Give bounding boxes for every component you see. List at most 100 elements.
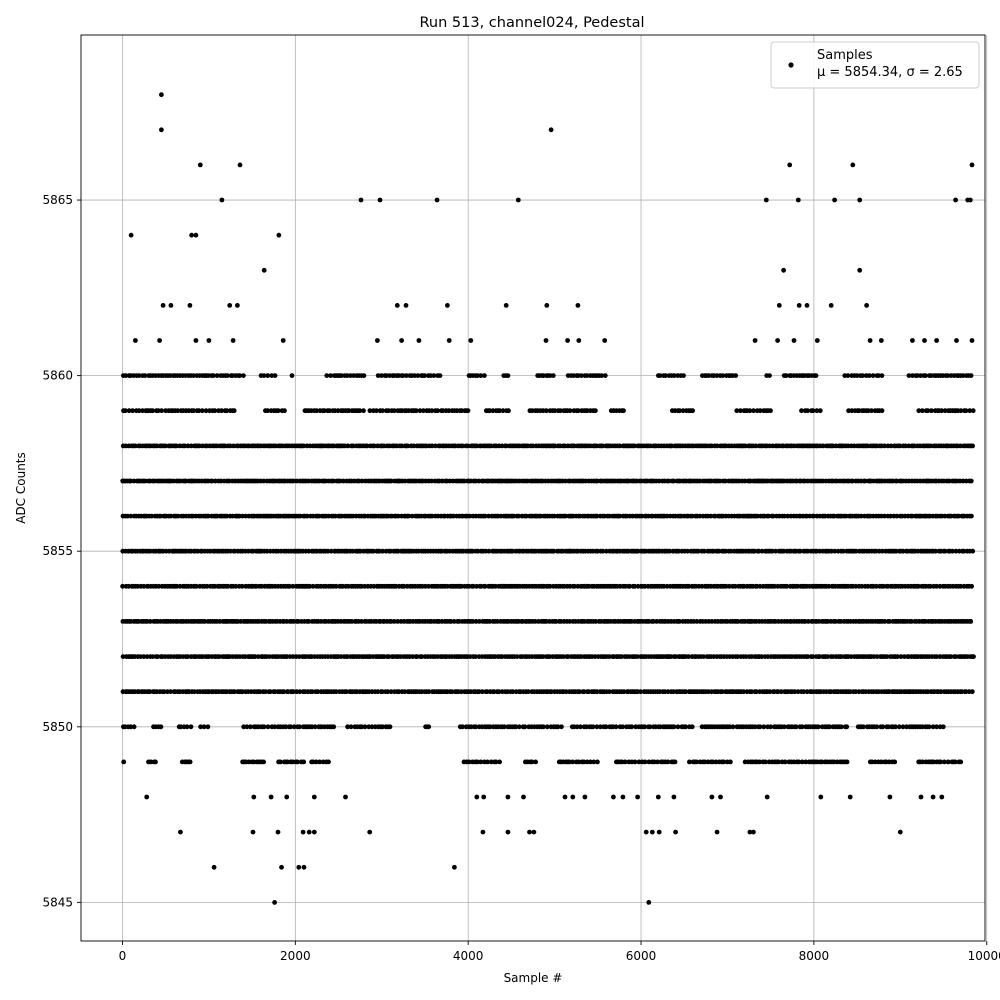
y-tick-label: 5850 xyxy=(42,720,73,734)
data-point xyxy=(970,548,976,554)
data-point xyxy=(326,759,331,765)
data-point xyxy=(147,619,153,624)
data-point xyxy=(839,724,844,730)
data-point xyxy=(391,619,397,624)
data-point xyxy=(294,478,300,484)
data-point xyxy=(816,724,821,730)
data-point xyxy=(475,373,480,378)
data-point xyxy=(827,724,833,730)
data-point xyxy=(191,373,196,378)
data-point xyxy=(561,654,566,659)
data-point xyxy=(719,689,725,695)
data-point xyxy=(756,548,762,554)
data-point xyxy=(811,513,817,519)
data-point xyxy=(497,759,502,765)
data-point xyxy=(946,478,952,484)
data-point xyxy=(742,478,748,484)
data-point xyxy=(265,373,271,378)
data-point xyxy=(141,583,147,589)
data-point xyxy=(478,759,484,765)
data-point xyxy=(202,619,208,624)
data-point xyxy=(575,408,581,414)
y-tick-label: 5845 xyxy=(42,895,73,909)
data-point xyxy=(634,654,640,659)
data-point xyxy=(928,443,934,449)
data-point xyxy=(728,759,733,765)
data-point xyxy=(697,513,703,519)
data-point xyxy=(882,513,887,519)
data-point xyxy=(214,373,220,378)
data-point xyxy=(791,338,797,343)
data-point xyxy=(171,478,176,484)
data-point xyxy=(506,408,511,414)
data-point xyxy=(906,373,912,378)
data-point xyxy=(306,619,312,624)
data-point xyxy=(831,759,837,765)
data-point xyxy=(244,724,250,730)
data-point xyxy=(963,408,969,414)
data-point xyxy=(940,724,946,730)
x-tick-label: 0 xyxy=(119,949,127,963)
data-point xyxy=(559,724,564,730)
data-point xyxy=(709,619,715,624)
data-point xyxy=(405,443,411,449)
data-point xyxy=(357,408,363,414)
data-point xyxy=(532,619,538,624)
data-point xyxy=(562,478,568,484)
data-point xyxy=(361,373,367,378)
legend-stats: μ = 5854.34, σ = 2.65 xyxy=(817,65,963,80)
data-point xyxy=(188,443,194,449)
data-point xyxy=(282,408,287,414)
axes xyxy=(77,34,988,945)
data-point xyxy=(860,373,866,378)
data-point xyxy=(343,794,348,800)
data-point xyxy=(261,373,267,378)
data-point xyxy=(128,724,134,730)
data-point xyxy=(706,373,712,378)
data-point xyxy=(198,724,204,730)
data-point xyxy=(784,583,790,589)
x-tick-label: 4000 xyxy=(453,949,484,963)
data-point xyxy=(848,654,854,659)
data-point xyxy=(486,548,492,554)
data-point xyxy=(375,338,380,343)
data-point xyxy=(930,794,936,800)
data-point xyxy=(570,759,575,765)
y-axis-label: ADC Counts xyxy=(14,452,28,524)
data-point xyxy=(968,619,974,624)
data-point xyxy=(501,724,507,730)
data-point xyxy=(920,408,925,414)
data-point xyxy=(661,583,667,589)
data-point xyxy=(178,829,183,835)
data-point xyxy=(544,724,550,730)
data-point xyxy=(433,443,438,449)
data-point xyxy=(953,759,958,765)
data-point xyxy=(485,759,490,765)
data-point xyxy=(594,513,600,519)
data-point xyxy=(136,373,142,378)
data-point xyxy=(747,408,753,414)
data-point xyxy=(803,759,809,765)
data-point xyxy=(939,408,945,414)
data-point xyxy=(386,654,392,659)
data-point xyxy=(362,724,368,730)
data-point xyxy=(850,478,855,484)
data-point xyxy=(205,724,211,730)
data-point xyxy=(482,373,487,378)
data-point xyxy=(404,373,409,378)
data-point xyxy=(677,619,682,624)
data-point xyxy=(909,619,914,624)
data-point xyxy=(476,478,482,484)
data-point xyxy=(896,724,902,730)
data-point xyxy=(121,759,127,765)
data-point xyxy=(879,408,885,414)
data-point xyxy=(591,759,597,765)
data-point xyxy=(928,583,933,589)
data-point xyxy=(231,408,237,414)
data-point xyxy=(350,443,356,449)
data-point xyxy=(697,478,703,484)
data-point xyxy=(738,408,743,414)
data-point xyxy=(312,724,318,730)
data-point xyxy=(953,548,959,554)
data-point xyxy=(757,408,763,414)
